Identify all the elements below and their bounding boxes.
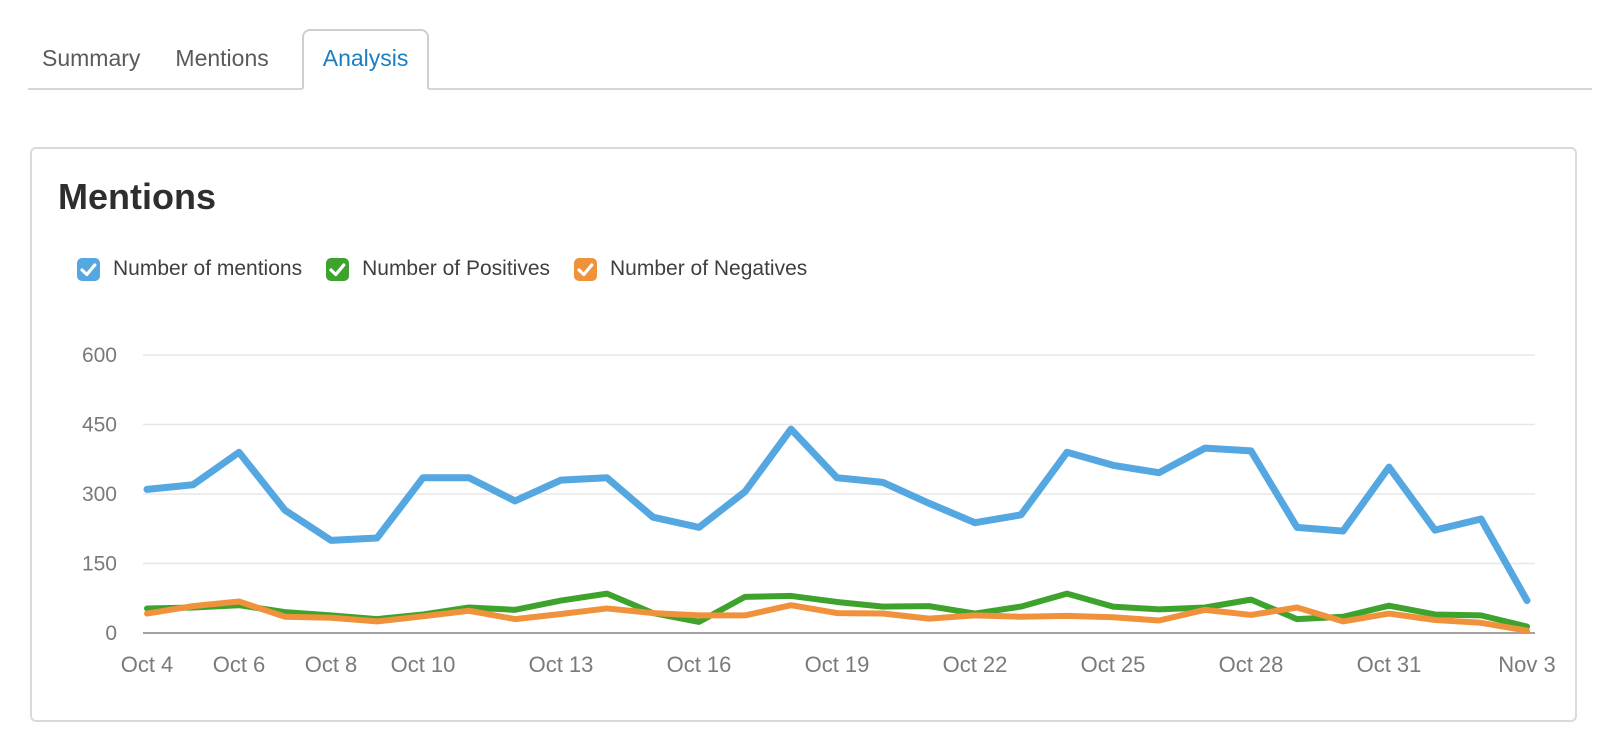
tab-bar: Summary Mentions Analysis <box>28 29 1592 90</box>
legend-item-negatives[interactable]: Number of Negatives <box>574 257 807 281</box>
checkbox-positives[interactable] <box>326 257 350 281</box>
mentions-line-chart: 0 150 300 450 600 Oct 4 Oct 6 Oct 8 Oct 10 Oct 13… <box>82 344 1556 677</box>
x-tick-label-oct-8: Oct 8 <box>305 652 358 677</box>
checkbox-negatives[interactable] <box>574 257 597 281</box>
y-tick-label-150: 150 <box>82 553 117 576</box>
y-tick-label-300: 300 <box>82 483 117 506</box>
tab-analysis[interactable]: Analysis <box>301 29 430 90</box>
series-line-number-of-negatives <box>144 598 1530 634</box>
x-tick-label-oct-31: Oct 31 <box>1357 652 1422 677</box>
y-tick-label-450: 450 <box>82 414 117 437</box>
legend-item-positives[interactable]: Number of Positives <box>326 257 550 281</box>
legend-label-mentions: Number of mentions <box>113 257 303 280</box>
legend-label-positives: Number of Positives <box>362 257 550 280</box>
x-tick-label-oct-19: Oct 19 <box>805 652 870 677</box>
checkmark-icon <box>80 262 97 276</box>
checkmark-icon <box>577 262 594 276</box>
x-tick-label-oct-13: Oct 13 <box>529 652 594 677</box>
x-tick-label-oct-6: Oct 6 <box>213 652 266 677</box>
card-title: Mentions <box>58 176 216 217</box>
series-line-number-of-mentions <box>143 425 1531 605</box>
x-tick-label-oct-10: Oct 10 <box>391 652 456 677</box>
checkbox-mentions[interactable] <box>77 257 100 281</box>
legend-label-negatives: Number of Negatives <box>610 257 808 280</box>
mentions-card: Mentions Number of mentions Number of Po… <box>30 147 1577 722</box>
x-tick-label-oct-28: Oct 28 <box>1219 652 1284 677</box>
x-tick-label-oct-25: Oct 25 <box>1081 652 1146 677</box>
x-tick-label-nov-3: Nov 3 <box>1498 652 1555 677</box>
x-tick-label-oct-4: Oct 4 <box>121 652 174 677</box>
chart-legend: Number of mentions Number of Positives N… <box>77 257 807 281</box>
checkmark-icon <box>329 262 346 276</box>
y-tick-label-0: 0 <box>105 622 117 645</box>
x-tick-label-oct-16: Oct 16 <box>667 652 732 677</box>
tab-summary[interactable]: Summary <box>42 45 141 71</box>
x-tick-label-oct-22: Oct 22 <box>943 652 1008 677</box>
y-tick-label-600: 600 <box>82 344 117 367</box>
legend-item-mentions[interactable]: Number of mentions <box>77 257 302 281</box>
tab-mentions[interactable]: Mentions <box>175 45 269 71</box>
